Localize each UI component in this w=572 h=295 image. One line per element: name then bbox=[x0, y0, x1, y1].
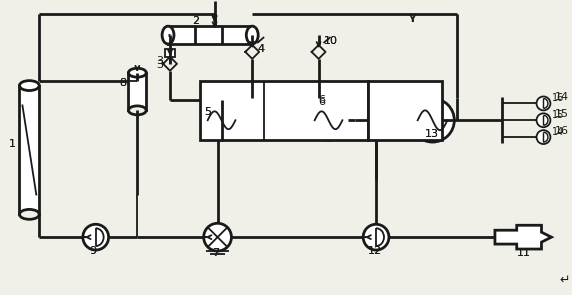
Circle shape bbox=[537, 113, 550, 127]
Circle shape bbox=[204, 223, 232, 251]
Text: 6: 6 bbox=[319, 95, 325, 105]
Ellipse shape bbox=[129, 68, 146, 77]
Text: 15: 15 bbox=[553, 110, 565, 120]
Circle shape bbox=[363, 224, 389, 250]
Text: 16: 16 bbox=[553, 94, 565, 104]
Bar bbox=[168, 26, 252, 44]
Circle shape bbox=[411, 99, 454, 142]
Text: 7: 7 bbox=[212, 248, 219, 258]
Circle shape bbox=[83, 224, 109, 250]
Text: 6: 6 bbox=[319, 97, 325, 107]
Text: 9: 9 bbox=[89, 246, 96, 256]
Polygon shape bbox=[495, 225, 551, 249]
Text: 15: 15 bbox=[554, 109, 569, 119]
Text: 5: 5 bbox=[204, 107, 210, 117]
Text: 9: 9 bbox=[89, 246, 96, 256]
Bar bbox=[200, 81, 368, 140]
Circle shape bbox=[537, 96, 550, 110]
Bar bbox=[129, 73, 146, 110]
Text: 16: 16 bbox=[554, 126, 569, 136]
Text: 11: 11 bbox=[517, 248, 531, 258]
Ellipse shape bbox=[19, 209, 39, 219]
Text: 4: 4 bbox=[257, 44, 264, 54]
Text: 13: 13 bbox=[424, 129, 439, 139]
Text: 13: 13 bbox=[424, 129, 439, 139]
Bar bbox=[368, 81, 442, 140]
Text: 2: 2 bbox=[192, 16, 199, 26]
Text: 10: 10 bbox=[324, 36, 337, 46]
Ellipse shape bbox=[19, 81, 39, 91]
Text: 1: 1 bbox=[9, 139, 15, 149]
Text: 3: 3 bbox=[156, 56, 163, 66]
Text: 7: 7 bbox=[212, 248, 219, 258]
Text: 12: 12 bbox=[368, 246, 382, 256]
Text: 1: 1 bbox=[9, 139, 15, 149]
Bar bbox=[165, 49, 175, 57]
Text: 11: 11 bbox=[517, 248, 531, 258]
Ellipse shape bbox=[129, 106, 146, 115]
Text: 8: 8 bbox=[120, 78, 126, 88]
Text: 14: 14 bbox=[553, 127, 565, 137]
Bar bbox=[19, 86, 39, 214]
Ellipse shape bbox=[162, 26, 174, 44]
Text: 4: 4 bbox=[257, 44, 264, 54]
Ellipse shape bbox=[247, 26, 258, 44]
Text: 10: 10 bbox=[324, 36, 337, 46]
Text: 8: 8 bbox=[120, 78, 126, 88]
Text: 5: 5 bbox=[204, 107, 210, 117]
Circle shape bbox=[202, 100, 241, 140]
Text: 2: 2 bbox=[192, 16, 199, 26]
Text: ↵: ↵ bbox=[559, 274, 570, 287]
Text: 12: 12 bbox=[368, 246, 382, 256]
Text: 14: 14 bbox=[554, 92, 569, 102]
Circle shape bbox=[309, 100, 348, 140]
Text: 3: 3 bbox=[156, 60, 163, 70]
Circle shape bbox=[537, 130, 550, 144]
